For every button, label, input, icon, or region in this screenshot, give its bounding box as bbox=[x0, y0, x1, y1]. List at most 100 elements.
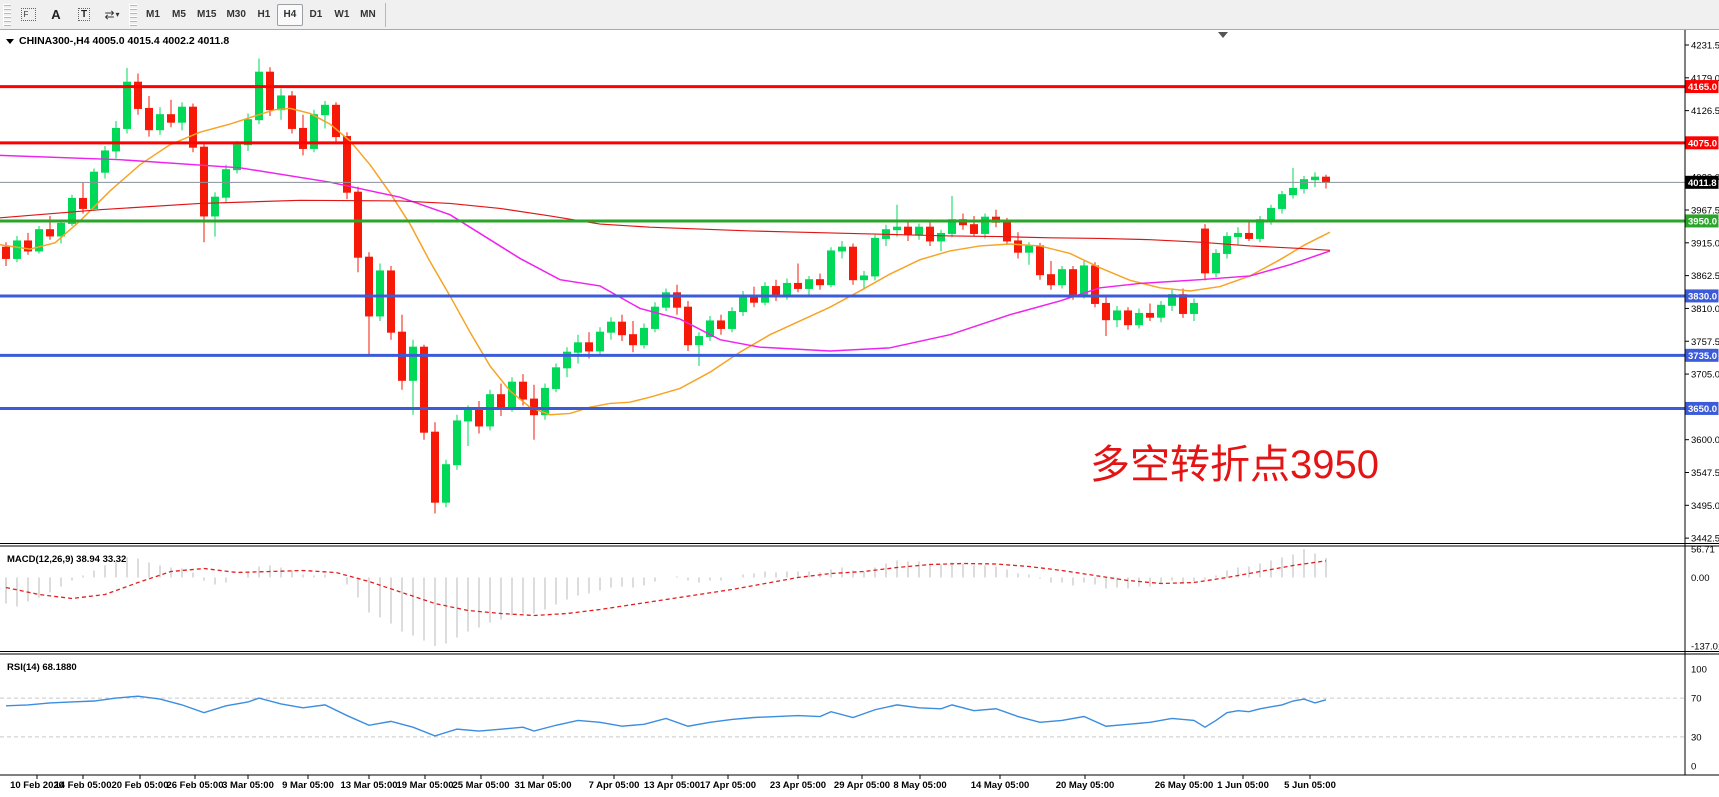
candle bbox=[453, 420, 461, 466]
candle bbox=[68, 197, 76, 224]
hline-price-label-bg bbox=[1685, 80, 1719, 94]
candle bbox=[1014, 240, 1022, 253]
price-tick-label: 3915.0 bbox=[1691, 238, 1719, 249]
candle bbox=[255, 71, 263, 121]
candle bbox=[409, 346, 417, 381]
macd-axis-label: 0.00 bbox=[1691, 573, 1710, 584]
annotation-text: 多空转折点3950 bbox=[1090, 443, 1379, 487]
candle bbox=[365, 256, 373, 317]
candle bbox=[1179, 294, 1187, 314]
candle bbox=[310, 114, 318, 149]
price-tick-label: 3757.5 bbox=[1691, 337, 1719, 348]
hline-price-label-bg bbox=[1685, 136, 1719, 150]
candle bbox=[651, 306, 659, 329]
candle bbox=[915, 226, 923, 236]
time-tick-label: 20 May 05:00 bbox=[1056, 780, 1115, 791]
symbol-info-line: CHINA300-,H4 4005.0 4015.4 4002.2 4011.8 bbox=[19, 35, 229, 47]
timeframe-m5-button[interactable]: M5 bbox=[166, 4, 192, 26]
candle bbox=[178, 106, 186, 123]
time-tick-label: 26 May 05:00 bbox=[1155, 780, 1214, 791]
candle bbox=[827, 250, 835, 286]
macd-signal-line bbox=[5, 560, 1327, 617]
hline-price-label: 4165.0 bbox=[1688, 82, 1717, 93]
text-label-tool-button[interactable]: A bbox=[43, 3, 69, 27]
time-tick-label: 10 Feb 2020 bbox=[10, 780, 64, 791]
chart-window: CHINA300-,H4 4005.0 4015.4 4002.2 4011.8… bbox=[0, 30, 1719, 792]
candle bbox=[299, 127, 307, 149]
toolbar: F A T ⇄ ▾ M1 M5 M15 M30 H1 H4 D1 W1 MN bbox=[0, 0, 1719, 30]
candle bbox=[200, 146, 208, 217]
candle bbox=[1289, 187, 1297, 196]
candle bbox=[1278, 194, 1286, 209]
current-price-label-bg bbox=[1685, 175, 1719, 189]
candle bbox=[277, 95, 285, 111]
candle bbox=[937, 232, 945, 242]
candle bbox=[585, 342, 593, 352]
hline-price-label-bg bbox=[1685, 214, 1719, 228]
hline-price-label: 3830.0 bbox=[1688, 291, 1717, 302]
candle bbox=[1047, 274, 1055, 286]
candle bbox=[629, 334, 637, 346]
candles-layer bbox=[2, 58, 1330, 514]
candle bbox=[1113, 310, 1121, 321]
candle bbox=[860, 275, 868, 281]
candle bbox=[387, 270, 395, 333]
symbol-collapse-icon[interactable] bbox=[6, 39, 14, 44]
candle bbox=[1157, 304, 1165, 318]
candle bbox=[90, 171, 98, 209]
time-tick-label: 13 Mar 05:00 bbox=[340, 780, 397, 791]
candle bbox=[343, 136, 351, 193]
candle bbox=[519, 381, 527, 400]
candle bbox=[739, 295, 747, 313]
time-tick-label: 25 Mar 05:00 bbox=[452, 780, 509, 791]
frame-f-label: F bbox=[23, 10, 29, 19]
text-box-tool-button[interactable]: T bbox=[71, 3, 97, 27]
candle bbox=[1069, 269, 1077, 296]
candle bbox=[904, 226, 912, 236]
timeframe-mn-button[interactable]: MN bbox=[355, 4, 381, 26]
timeframe-w1-button[interactable]: W1 bbox=[329, 4, 355, 26]
timeframe-d1-button[interactable]: D1 bbox=[303, 4, 329, 26]
candle bbox=[442, 464, 450, 503]
macd-panel: MACD(12,26,9) 38.94 33.32 bbox=[5, 549, 1327, 646]
candle bbox=[101, 150, 109, 173]
arrows-tool-button[interactable]: ⇄ ▾ bbox=[99, 3, 125, 27]
time-tick-label: 7 Apr 05:00 bbox=[589, 780, 640, 791]
chart-shift-marker[interactable] bbox=[1218, 32, 1228, 38]
price-tick-label: 4231.5 bbox=[1691, 41, 1719, 52]
toolbar-grip-2[interactable] bbox=[129, 3, 137, 26]
price-tick-label: 3705.0 bbox=[1691, 370, 1719, 381]
timeframe-h4-button[interactable]: H4 bbox=[276, 3, 303, 26]
timeframe-h1-button[interactable]: H1 bbox=[251, 4, 277, 26]
price-panel: CHINA300-,H4 4005.0 4015.4 4002.2 4011.8… bbox=[0, 32, 1685, 514]
candle bbox=[244, 119, 252, 146]
candle bbox=[1245, 232, 1253, 239]
chart-canvas[interactable]: CHINA300-,H4 4005.0 4015.4 4002.2 4011.8… bbox=[0, 30, 1719, 792]
price-tick-label: 3547.5 bbox=[1691, 468, 1719, 479]
time-tick-label: 3 Mar 05:00 bbox=[222, 780, 274, 791]
timeframe-m15-button[interactable]: M15 bbox=[192, 4, 221, 26]
candle bbox=[486, 394, 494, 427]
time-tick-label: 1 Jun 05:00 bbox=[1217, 780, 1269, 791]
price-axis[interactable]: 4231.54179.04126.54020.03967.53915.03862… bbox=[1684, 30, 1719, 775]
candle bbox=[1190, 302, 1198, 314]
toolbar-grip[interactable] bbox=[3, 3, 11, 26]
frame-icon: F bbox=[20, 8, 36, 21]
time-tick-label: 29 Apr 05:00 bbox=[834, 780, 890, 791]
candle bbox=[1036, 245, 1044, 276]
candle bbox=[464, 409, 472, 422]
candle bbox=[1201, 228, 1209, 274]
timeframe-m30-button[interactable]: M30 bbox=[221, 4, 250, 26]
timeframe-m1-button[interactable]: M1 bbox=[140, 4, 166, 26]
hline-price-label: 4075.0 bbox=[1688, 138, 1717, 149]
macd-axis-label: 56.71 bbox=[1691, 545, 1715, 556]
candle bbox=[761, 286, 769, 303]
candle bbox=[431, 431, 439, 503]
candle bbox=[640, 327, 648, 346]
frame-tool-button[interactable]: F bbox=[15, 3, 41, 27]
candle bbox=[1311, 176, 1319, 181]
candle bbox=[728, 311, 736, 329]
candle bbox=[222, 169, 230, 198]
rsi-label: RSI(14) 68.1880 bbox=[7, 662, 77, 673]
